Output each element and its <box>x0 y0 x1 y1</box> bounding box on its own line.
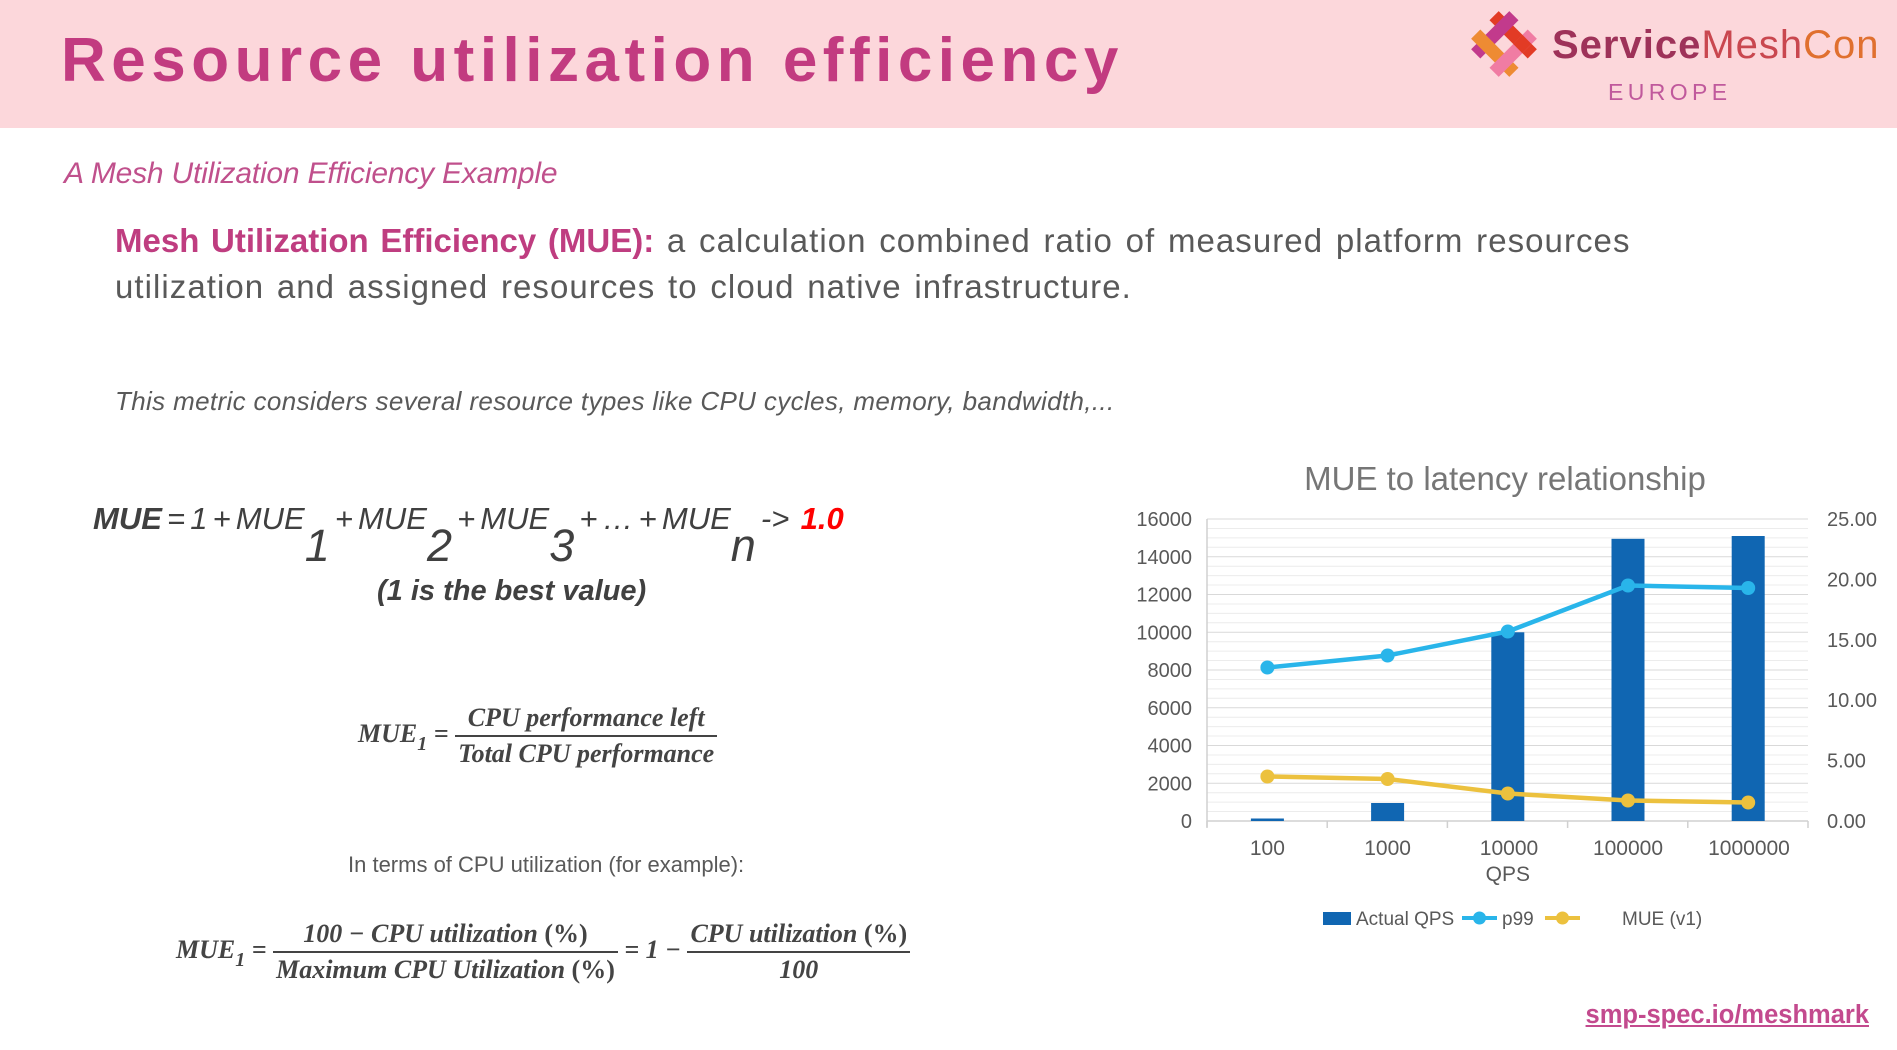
svg-text:Actual QPS: Actual QPS <box>1356 909 1454 930</box>
svg-text:100000: 100000 <box>1593 837 1663 860</box>
svg-text:ServiceMeshCon: ServiceMeshCon <box>1552 23 1880 67</box>
svg-text:15.00: 15.00 <box>1827 630 1877 652</box>
svg-text:20.00: 20.00 <box>1827 569 1877 591</box>
svg-text:1000000: 1000000 <box>1708 837 1790 860</box>
svg-text:1000: 1000 <box>1364 837 1411 860</box>
svg-text:6000: 6000 <box>1148 698 1193 720</box>
svg-text:25.00: 25.00 <box>1827 509 1877 531</box>
svg-text:8000: 8000 <box>1148 660 1193 682</box>
svg-text:QPS: QPS <box>1486 863 1530 886</box>
svg-text:MUE (v1): MUE (v1) <box>1622 909 1702 930</box>
svg-text:10000: 10000 <box>1136 622 1192 644</box>
svg-text:0: 0 <box>1181 811 1192 833</box>
svg-text:2000: 2000 <box>1148 773 1193 795</box>
svg-text:5.00: 5.00 <box>1827 751 1866 773</box>
svg-text:MUE to latency relationship: MUE to latency relationship <box>1304 460 1706 497</box>
svg-text:12000: 12000 <box>1136 585 1192 607</box>
svg-text:10.00: 10.00 <box>1827 690 1877 712</box>
svg-text:0.00: 0.00 <box>1827 811 1866 833</box>
svg-text:EUROPE: EUROPE <box>1608 79 1732 105</box>
svg-text:16000: 16000 <box>1136 509 1192 531</box>
svg-text:p99: p99 <box>1502 909 1534 930</box>
svg-text:10000: 10000 <box>1480 837 1538 860</box>
svg-text:4000: 4000 <box>1148 736 1193 758</box>
svg-text:14000: 14000 <box>1136 547 1192 569</box>
svg-text:100: 100 <box>1250 837 1285 860</box>
